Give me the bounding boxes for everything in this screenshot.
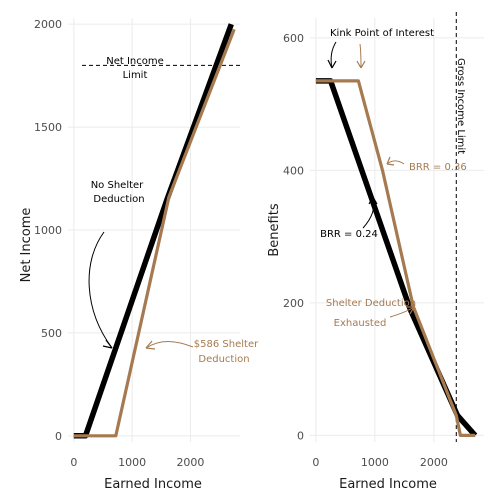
shelter-arrow (145, 341, 194, 349)
brr-036-label: BRR = 0.36 (409, 162, 467, 173)
no-shelter-arrow (88, 231, 113, 349)
y-tick-label: 600 (283, 32, 304, 45)
shelter-arrowhead (145, 340, 156, 350)
y-tick-label: 400 (283, 164, 304, 177)
brr-024-arrow (362, 196, 375, 229)
kink-arrow-left (330, 41, 337, 69)
shelter-exhausted-arrow (389, 306, 415, 318)
shelter-label-line2: Deduction (198, 354, 249, 365)
no-shelter-label-line2: Deduction (93, 194, 144, 205)
y-tick-label: 0 (55, 430, 62, 443)
gross-income-limit-label: Gross Income Limit (455, 58, 466, 154)
series-line-tan (315, 79, 476, 437)
kink-arrowhead-right (356, 60, 366, 69)
x-tick-label: 2000 (176, 456, 204, 469)
brr-036-arrowhead (386, 156, 395, 166)
brr-024-label: BRR = 0.24 (320, 229, 378, 240)
panel-benefits: 0 1000 2000 0 200 400 600 Earned Income Benefi… (267, 12, 484, 492)
left-y-axis-title: Net Income (19, 208, 34, 283)
kink-arrowhead-left (327, 59, 337, 69)
y-tick-label: 200 (283, 297, 304, 310)
net-income-limit-label-line1: Net Income (106, 56, 164, 67)
series-line-tan (73, 28, 236, 438)
x-tick-label: 0 (312, 456, 319, 469)
right-series (315, 78, 478, 438)
x-tick-label: 1000 (118, 456, 146, 469)
right-y-axis-title: Benefits (267, 203, 282, 256)
x-tick-label: 2000 (420, 456, 448, 469)
kink-arrow-right (359, 43, 362, 69)
no-shelter-arrowhead (102, 339, 113, 349)
shelter-exhausted-label-line1: Shelter Deduction (326, 298, 416, 309)
left-x-axis-title: Earned Income (104, 477, 202, 492)
y-tick-label: 500 (41, 327, 62, 340)
y-tick-label: 1500 (34, 121, 62, 134)
shelter-label-line1: $586 Shelter (194, 339, 259, 350)
shelter-exhausted-arrowhead (406, 306, 415, 315)
y-tick-label: 1000 (34, 224, 62, 237)
left-ticks: 0 1000 2000 0 500 1000 1500 2000 (34, 18, 204, 469)
right-x-axis-title: Earned Income (339, 477, 437, 492)
left-series (73, 23, 236, 439)
x-tick-label: 0 (70, 456, 77, 469)
brr-024-arrowhead (368, 196, 378, 205)
y-tick-label: 2000 (34, 18, 62, 31)
right-grid (310, 18, 484, 442)
y-tick-label: 0 (297, 429, 304, 442)
right-ticks: 0 1000 2000 0 200 400 600 (283, 32, 448, 469)
no-shelter-label-line1: No Shelter (91, 180, 144, 191)
kink-point-label: Kink Point of Interest (330, 28, 434, 39)
shelter-exhausted-label-line2: Exhausted (334, 318, 387, 329)
series-line-black (315, 78, 478, 438)
brr-036-arrow (386, 160, 405, 165)
net-income-limit-label-line2: Limit (123, 70, 148, 81)
x-tick-label: 1000 (361, 456, 389, 469)
